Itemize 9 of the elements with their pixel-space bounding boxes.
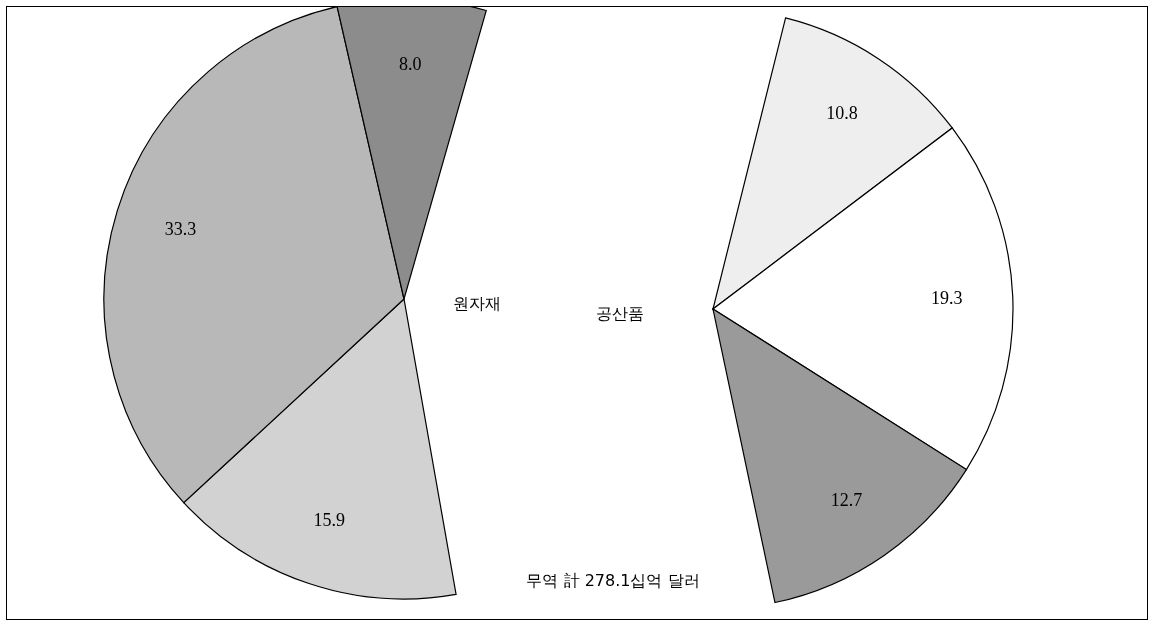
text: 공산품	[596, 304, 644, 323]
data-label: 19.3	[931, 288, 963, 309]
data-label: 10.8	[826, 102, 858, 123]
data-label: 8.0	[398, 54, 422, 75]
data-label: 12.7	[830, 490, 863, 511]
text: 무역 計 278.1십억 달러	[526, 571, 700, 590]
text: 원자재	[453, 294, 501, 313]
data-label: 33.3	[164, 218, 197, 239]
data-label: 15.9	[313, 509, 346, 530]
